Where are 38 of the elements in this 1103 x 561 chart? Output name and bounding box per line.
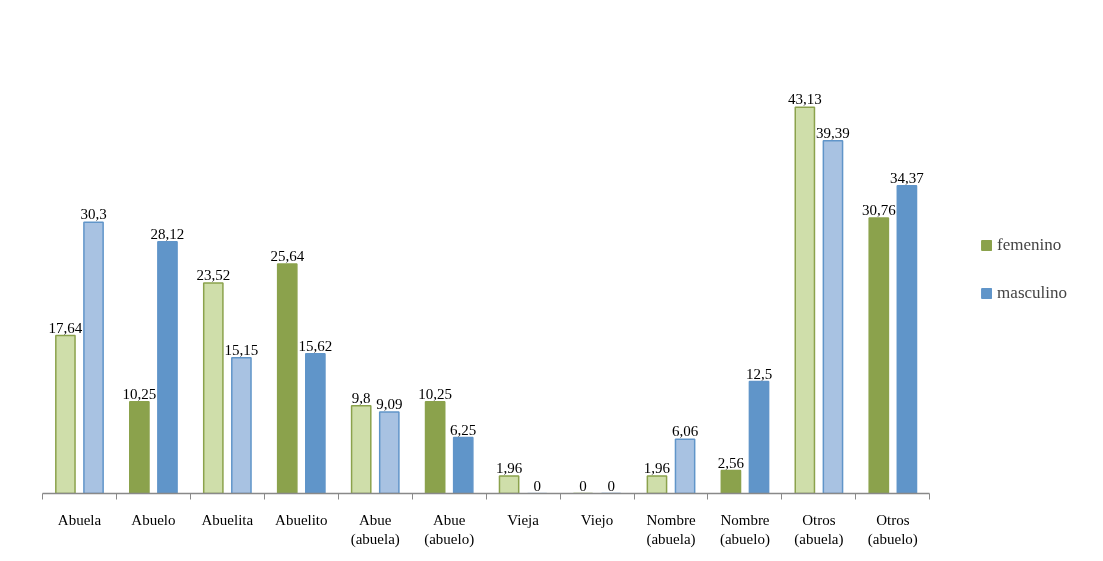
data-label: 9,09 bbox=[376, 396, 403, 413]
data-label: 28,12 bbox=[150, 225, 185, 242]
x-tick-label: Abuelita bbox=[201, 511, 254, 528]
x-tick-label: Otros (abuela) bbox=[794, 511, 844, 548]
data-label: 25,64 bbox=[270, 247, 305, 264]
data-label: 15,15 bbox=[224, 341, 259, 358]
x-tick-label: Abue (abuela) bbox=[350, 511, 400, 548]
data-label: 43,13 bbox=[787, 91, 822, 108]
data-label: 15,62 bbox=[298, 337, 333, 354]
data-label: 0 bbox=[607, 477, 615, 494]
x-tick-label: Nombre (abuela) bbox=[646, 511, 696, 548]
data-label: 23,52 bbox=[196, 266, 231, 283]
data-label: 39,39 bbox=[816, 124, 850, 141]
x-tick-label: Abuela bbox=[57, 511, 102, 528]
data-label: 34,37 bbox=[890, 169, 925, 186]
data-label: 0 bbox=[579, 477, 587, 494]
data-label: 9,8 bbox=[351, 389, 371, 406]
data-label: 17,64 bbox=[48, 319, 83, 336]
x-tick-label: Viejo bbox=[580, 511, 614, 528]
data-label: 2,56 bbox=[717, 454, 745, 471]
data-label: 10,25 bbox=[418, 385, 453, 402]
x-tick-label: Abuelo bbox=[131, 511, 176, 528]
data-label: 6,25 bbox=[450, 421, 477, 438]
data-label: 6,06 bbox=[671, 423, 699, 440]
legend-label: masculino bbox=[997, 283, 1067, 303]
data-label: 1,96 bbox=[643, 459, 671, 476]
x-tick-label: Vieja bbox=[507, 511, 540, 528]
data-label: 30,3 bbox=[80, 206, 107, 223]
data-label: 0 bbox=[533, 477, 541, 494]
legend-label: femenino bbox=[997, 235, 1062, 255]
data-label: 10,25 bbox=[122, 385, 157, 402]
data-label: 12,5 bbox=[745, 365, 773, 382]
data-label: 30,76 bbox=[861, 202, 897, 219]
x-tick-label: Abuelito bbox=[275, 511, 328, 528]
x-tick-label: Abue (abuelo) bbox=[424, 511, 475, 548]
x-tick-label: Nombre (abuelo) bbox=[719, 511, 770, 548]
data-label: 1,96 bbox=[495, 459, 523, 476]
x-tick-label: Otros (abuelo) bbox=[867, 511, 918, 548]
